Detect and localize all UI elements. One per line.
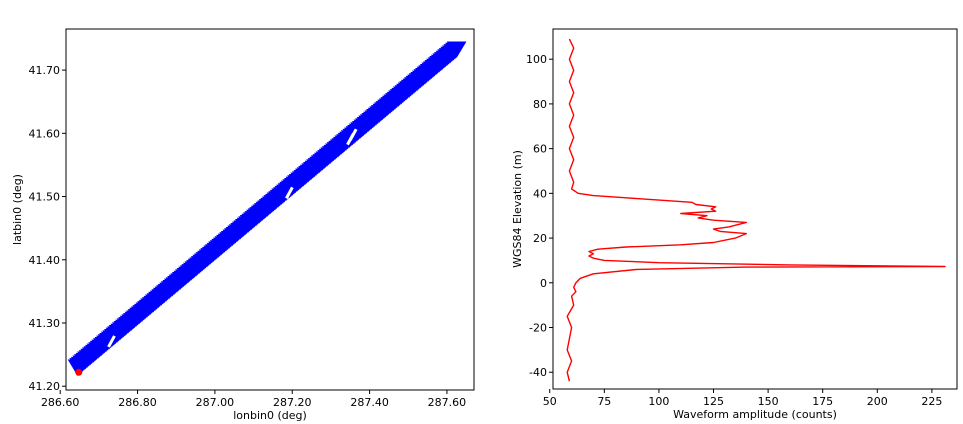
y-tick-label: 41.60 xyxy=(29,127,61,140)
y-tick-label: -20 xyxy=(529,322,547,335)
x-tick-label: 175 xyxy=(812,395,833,408)
y-tick-label: 41.30 xyxy=(29,317,61,330)
x-tick-label: 50 xyxy=(543,395,557,408)
track-gap xyxy=(107,335,116,348)
start-point xyxy=(75,368,83,376)
y-tick-label: 80 xyxy=(533,98,547,111)
x-tick-label: 200 xyxy=(867,395,888,408)
ground-track-series xyxy=(67,41,467,376)
waveform-line xyxy=(566,38,946,382)
y-axis-label: WGS84 Elevation (m) xyxy=(511,150,524,268)
track-point xyxy=(446,41,467,58)
x-tick-label: 150 xyxy=(758,395,779,408)
y-axis-label: latbin0 (deg) xyxy=(11,174,24,245)
x-tick-label: 100 xyxy=(648,395,669,408)
x-tick-label: 125 xyxy=(703,395,724,408)
x-tick-label: 287.20 xyxy=(273,396,312,409)
y-tick-label: 0 xyxy=(540,277,547,290)
y-tick-label: 41.40 xyxy=(29,254,61,267)
y-tick-label: 41.20 xyxy=(29,380,61,393)
x-axis-label: lonbin0 (deg) xyxy=(233,409,307,422)
y-tick-label: 41.50 xyxy=(29,191,61,204)
x-tick-label: 287.40 xyxy=(350,396,389,409)
y-tick-label: 60 xyxy=(533,143,547,156)
y-tick-label: -40 xyxy=(529,366,547,379)
x-axis-label: Waveform amplitude (counts) xyxy=(673,408,837,421)
plot-frame xyxy=(552,28,958,390)
x-tick-label: 75 xyxy=(597,395,611,408)
ground-track-plot: 286.60 286.80 287.00 287.20 287.40 287.60 41.2… xyxy=(11,28,475,422)
x-tick-label: 287.60 xyxy=(428,396,467,409)
x-tick-label: 287.00 xyxy=(196,396,235,409)
y-tick-label: 40 xyxy=(533,187,547,200)
x-tick-label: 225 xyxy=(921,395,942,408)
y-tick-label: 100 xyxy=(526,53,547,66)
waveform-plot: 50 75 100 125 150 175 200 225 -40 -20 0 20 40 60 80 100… xyxy=(511,28,958,421)
track-gap xyxy=(348,128,358,141)
y-tick-label: 41.70 xyxy=(29,64,61,77)
y-tick-label: 20 xyxy=(533,232,547,245)
track-gap xyxy=(285,186,294,200)
x-tick-label: 286.60 xyxy=(41,396,80,409)
plot-frame xyxy=(65,28,475,391)
x-tick-label: 286.80 xyxy=(118,396,157,409)
